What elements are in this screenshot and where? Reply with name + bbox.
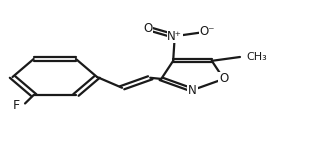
- Text: O: O: [144, 22, 153, 35]
- Text: O: O: [219, 72, 228, 85]
- Text: F: F: [13, 99, 20, 111]
- Text: N: N: [188, 84, 197, 97]
- Text: CH₃: CH₃: [246, 52, 267, 62]
- Text: N⁺: N⁺: [167, 30, 182, 43]
- Text: O⁻: O⁻: [200, 25, 215, 38]
